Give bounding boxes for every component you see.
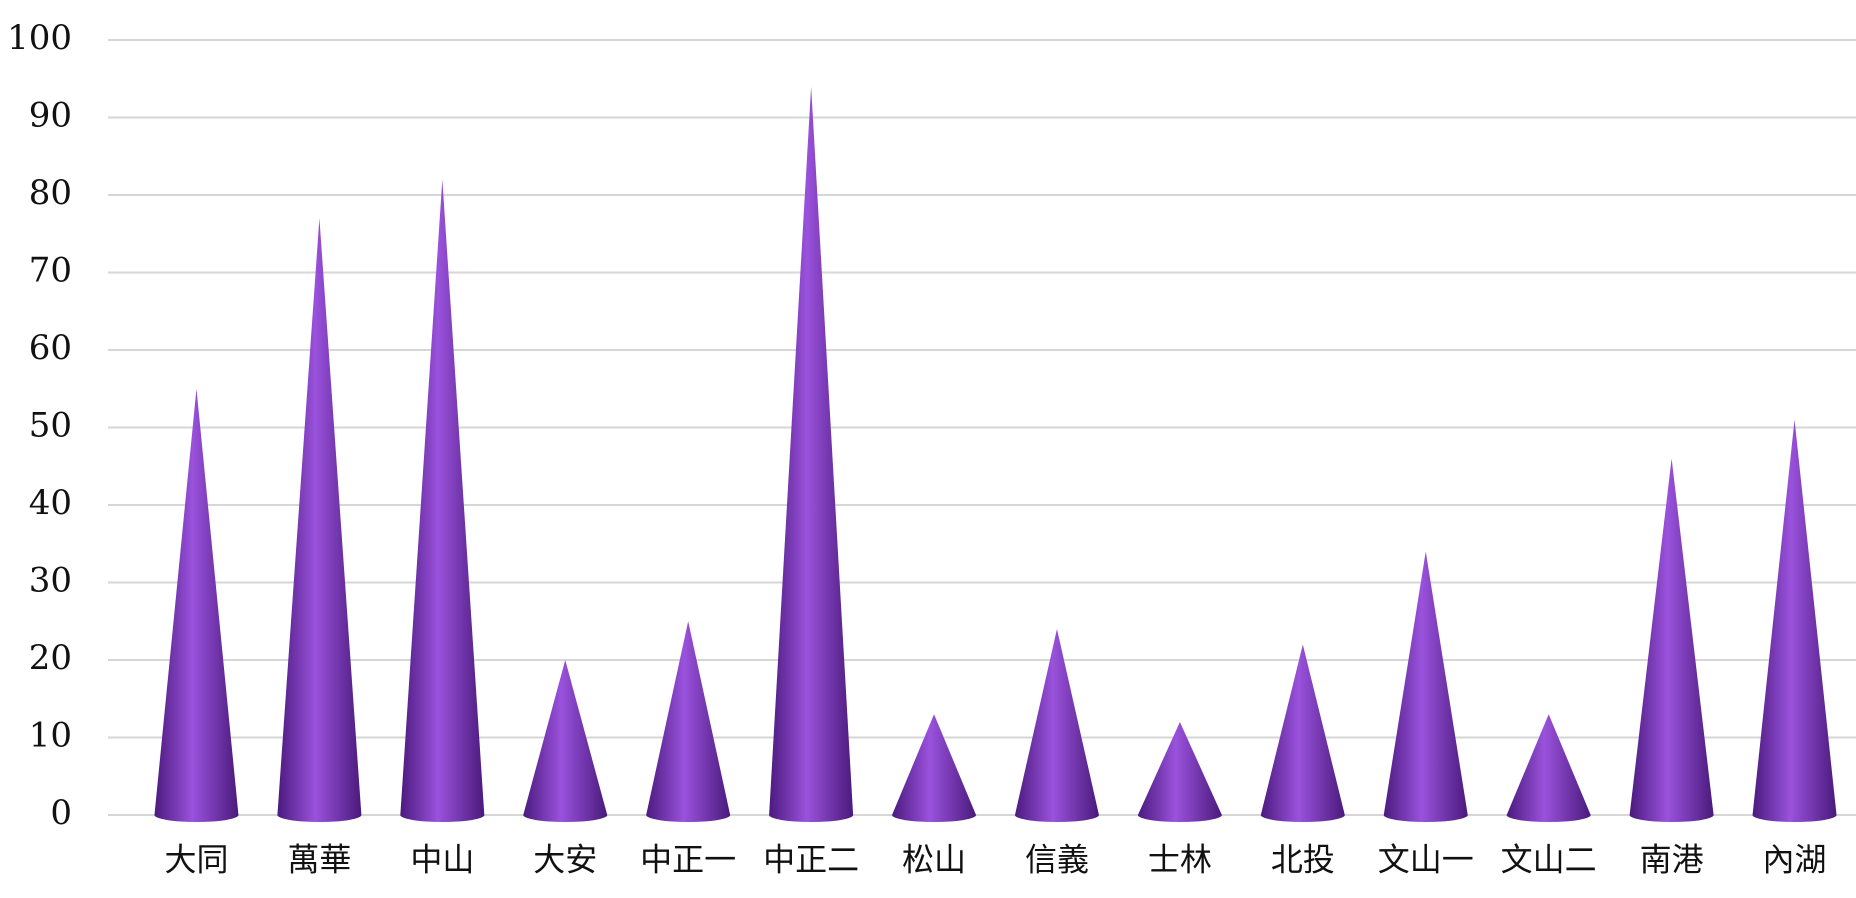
cone <box>523 660 608 822</box>
y-tick-label: 60 <box>29 328 72 368</box>
cone <box>277 218 362 822</box>
cone <box>1383 551 1468 822</box>
y-tick-label: 50 <box>29 406 72 446</box>
x-tick-label: 士林 <box>1148 841 1212 879</box>
x-tick-label: 大安 <box>533 841 597 879</box>
cone <box>1014 629 1099 822</box>
y-tick-label: 90 <box>29 96 72 136</box>
cone <box>1137 722 1222 822</box>
cone <box>769 86 854 822</box>
x-tick-label: 中山 <box>410 841 474 879</box>
y-tick-label: 40 <box>29 483 72 523</box>
x-tick-label: 北投 <box>1271 841 1335 879</box>
x-tick-label: 信義 <box>1025 841 1089 879</box>
cone <box>646 621 731 822</box>
x-tick-label: 松山 <box>902 841 966 879</box>
cone <box>1752 419 1837 822</box>
x-tick-label: 中正一 <box>640 841 736 879</box>
y-tick-label: 100 <box>7 18 72 58</box>
cone <box>892 714 977 822</box>
x-tick-label: 萬華 <box>287 841 351 879</box>
y-tick-label: 80 <box>29 173 72 213</box>
x-tick-label: 南港 <box>1640 841 1704 879</box>
cone <box>1260 644 1345 822</box>
x-tick-label: 中正二 <box>763 841 859 879</box>
y-tick-label: 70 <box>29 251 72 291</box>
cone <box>400 179 485 822</box>
y-tick-label: 30 <box>29 561 72 601</box>
cone <box>1506 714 1591 822</box>
y-tick-label: 20 <box>29 638 72 678</box>
cone <box>1629 458 1714 822</box>
x-tick-label: 內湖 <box>1763 841 1827 879</box>
cone <box>154 388 239 822</box>
x-tick-label: 文山一 <box>1378 841 1474 879</box>
x-tick-label: 文山二 <box>1501 841 1597 879</box>
x-tick-label: 大同 <box>164 841 228 879</box>
y-tick-label: 0 <box>50 793 72 833</box>
y-tick-label: 10 <box>29 716 72 756</box>
